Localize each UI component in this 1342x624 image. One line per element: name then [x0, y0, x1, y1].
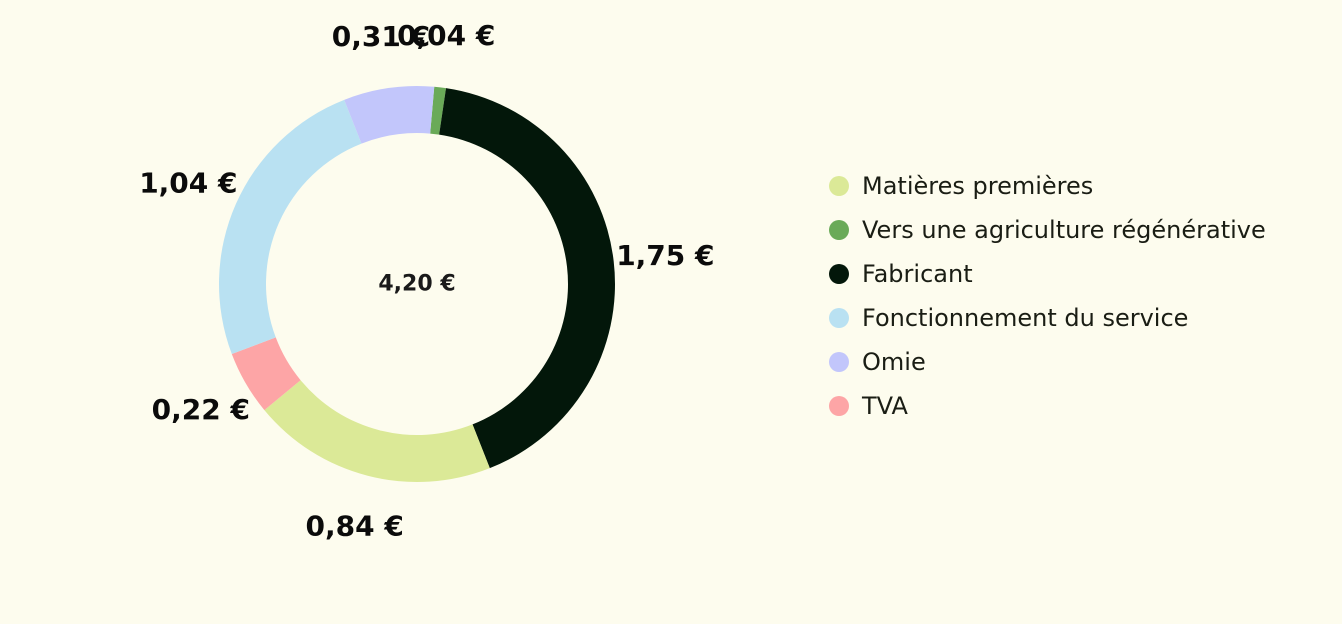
legend-swatch — [829, 352, 849, 372]
slice-label-fonctionnement-du-service: 1,04 € — [139, 166, 237, 199]
slice-value-labels: 0,04 € 1,75 € 0,84 € 0,22 € 1,04 € 0,31 € — [139, 19, 714, 542]
legend-label: Matières premières — [862, 172, 1094, 200]
donut-total-label: 4,20 € — [378, 272, 455, 297]
legend-item-tva: TVA — [829, 384, 1266, 428]
legend-swatch — [829, 396, 849, 416]
legend-item-fabricant: Fabricant — [829, 252, 1266, 296]
slice-tva — [231, 337, 301, 411]
slice-label-matieres-premieres: 0,84 € — [306, 510, 404, 543]
legend-swatch — [829, 308, 849, 328]
legend-label: Fabricant — [862, 260, 973, 288]
slice-label-vers-une-agriculture-regenerative: 0,04 € — [397, 19, 495, 52]
slice-omie — [344, 86, 435, 144]
slice-fabricant — [439, 88, 615, 469]
legend-label: Fonctionnement du service — [862, 304, 1189, 332]
legend-swatch — [829, 220, 849, 240]
legend-label: Vers une agriculture régénérative — [862, 216, 1266, 244]
slice-fonctionnement-du-service — [218, 99, 362, 355]
legend-swatch — [829, 176, 849, 196]
slice-matieres-premieres — [264, 380, 490, 482]
legend-swatch — [829, 264, 849, 284]
legend-label: TVA — [862, 392, 908, 420]
legend-item-matieres-premieres: Matières premières — [829, 164, 1266, 208]
legend-item-fonctionnement-du-service: Fonctionnement du service — [829, 296, 1266, 340]
legend-item-omie: Omie — [829, 340, 1266, 384]
slice-label-tva: 0,22 € — [152, 393, 250, 426]
legend-item-vers-une-agriculture-regenerative: Vers une agriculture régénérative — [829, 208, 1266, 252]
legend-label: Omie — [862, 348, 926, 376]
slice-vers-une-agriculture-regenerative — [430, 86, 447, 135]
slice-label-fabricant: 1,75 € — [616, 239, 714, 272]
donut-slices — [218, 86, 615, 482]
chart-legend: Matières premières Vers une agriculture r… — [829, 164, 1266, 428]
slice-label-omie: 0,31 € — [332, 20, 430, 53]
